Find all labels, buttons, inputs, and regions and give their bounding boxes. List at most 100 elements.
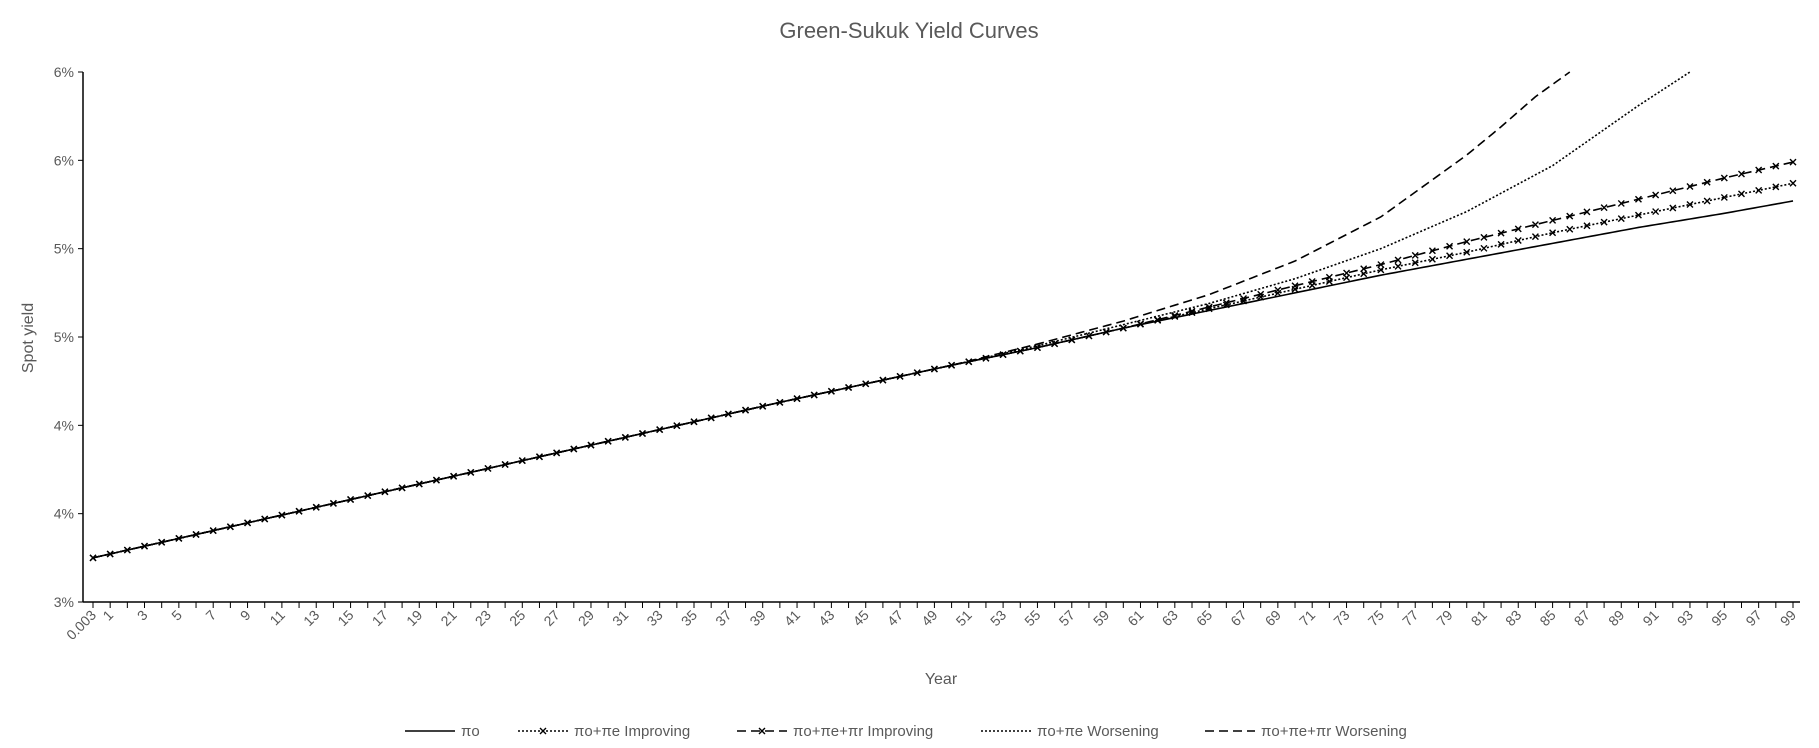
y-tick-label: 4%	[54, 506, 74, 522]
legend-label: πo+πe Improving	[574, 723, 690, 740]
series-marker	[1377, 261, 1385, 269]
x-tick-label: 69	[1262, 607, 1284, 629]
x-tick-label: 97	[1742, 607, 1764, 629]
series-line	[92, 200, 1794, 559]
x-tick-label: 65	[1193, 607, 1215, 629]
x-tick-label: 13	[300, 607, 322, 629]
series-marker	[1755, 166, 1763, 174]
series-line	[92, 71, 1691, 559]
x-tick-label: 83	[1502, 607, 1524, 629]
y-axis-title: Spot yield	[20, 303, 37, 373]
series-marker	[1703, 197, 1711, 205]
x-tick-label: 43	[815, 607, 837, 629]
series-marker	[1652, 191, 1660, 199]
x-tick-label: 59	[1090, 607, 1112, 629]
x-tick-label: 33	[643, 607, 665, 629]
x-tick-label: 37	[712, 607, 734, 629]
x-tick-label: 49	[918, 607, 940, 629]
series-marker	[1497, 229, 1505, 237]
series-marker	[1377, 266, 1385, 274]
legend-marker	[758, 727, 766, 735]
series-marker	[1446, 252, 1454, 260]
x-tick-label: 39	[746, 607, 768, 629]
series-marker	[1463, 238, 1471, 246]
series-marker	[1600, 204, 1608, 212]
x-tick-label: 5	[168, 607, 185, 624]
series-marker	[1514, 237, 1522, 245]
x-tick-label: 9	[237, 607, 254, 624]
chart-title: Green-Sukuk Yield Curves	[779, 18, 1038, 43]
series-marker	[1446, 242, 1454, 250]
x-tick-label: 77	[1399, 607, 1421, 629]
x-tick-label: 91	[1639, 607, 1661, 629]
series-marker	[1772, 183, 1780, 191]
series-marker	[1394, 262, 1402, 270]
series-marker	[1531, 233, 1539, 241]
series-marker	[1394, 256, 1402, 264]
x-tick-label: 63	[1159, 607, 1181, 629]
x-tick-label: 85	[1536, 607, 1558, 629]
series-marker	[1497, 240, 1505, 248]
x-tick-label: 27	[540, 607, 562, 629]
series-marker	[1480, 233, 1488, 241]
series-marker	[1428, 255, 1436, 263]
legend-item: πo+πe Improving	[518, 723, 690, 740]
series-marker	[1308, 281, 1316, 289]
series-line	[92, 71, 1571, 559]
series-marker	[1737, 190, 1745, 198]
series-marker	[1291, 285, 1299, 293]
x-tick-label: 35	[678, 607, 700, 629]
legend-label: πo+πe+πr Improving	[793, 723, 933, 740]
y-tick-label: 5%	[54, 329, 74, 345]
legend-item: πo+πe Worsening	[981, 723, 1159, 740]
x-tick-label: 81	[1468, 607, 1490, 629]
series-marker	[1549, 216, 1557, 224]
series-marker	[1720, 193, 1728, 201]
series-1	[89, 179, 1797, 562]
legend-label: πo	[461, 723, 480, 740]
x-axis-title: Year	[925, 671, 958, 688]
x-tick-label: 51	[953, 607, 975, 629]
x-tick-label: 61	[1124, 607, 1146, 629]
y-tick-label: 5%	[54, 241, 74, 257]
x-tick-label: 79	[1433, 607, 1455, 629]
y-tick-label: 6%	[54, 64, 74, 80]
x-tick-label: 19	[403, 607, 425, 629]
series-marker	[1343, 274, 1351, 282]
x-tick-label: 29	[575, 607, 597, 629]
series-marker	[1549, 229, 1557, 237]
series-marker	[1566, 225, 1574, 233]
legend-marker	[539, 727, 547, 735]
series-4	[92, 71, 1571, 559]
series-marker	[1652, 208, 1660, 216]
series-marker	[89, 554, 97, 562]
series-marker	[1634, 211, 1642, 219]
y-tick-label: 3%	[54, 594, 74, 610]
legend-item: πo+πe+πr Worsening	[1205, 723, 1407, 740]
series-marker	[1789, 179, 1797, 187]
series-marker	[1480, 244, 1488, 252]
series-marker	[1411, 251, 1419, 259]
series-marker	[1772, 162, 1780, 170]
series-marker	[1737, 170, 1745, 178]
y-tick-label: 6%	[54, 152, 74, 168]
x-tick-label: 31	[609, 607, 631, 629]
x-tick-label: 7	[202, 607, 219, 624]
x-tick-label: 45	[850, 607, 872, 629]
series-marker	[1600, 218, 1608, 226]
series-marker	[1583, 208, 1591, 216]
x-tick-label: 25	[506, 607, 528, 629]
x-tick-label: 71	[1296, 607, 1318, 629]
x-tick-label: 99	[1777, 607, 1799, 629]
x-tick-label: 87	[1571, 607, 1593, 629]
x-tick-label: 89	[1605, 607, 1627, 629]
x-tick-label: 3	[134, 607, 151, 624]
legend-label: πo+πe Worsening	[1037, 723, 1159, 740]
y-tick-label: 4%	[54, 417, 74, 433]
series-marker	[1634, 195, 1642, 203]
x-tick-label: 17	[369, 607, 391, 629]
series-marker	[1222, 299, 1230, 307]
series-marker	[1463, 248, 1471, 256]
x-tick-label: 1	[99, 607, 116, 624]
